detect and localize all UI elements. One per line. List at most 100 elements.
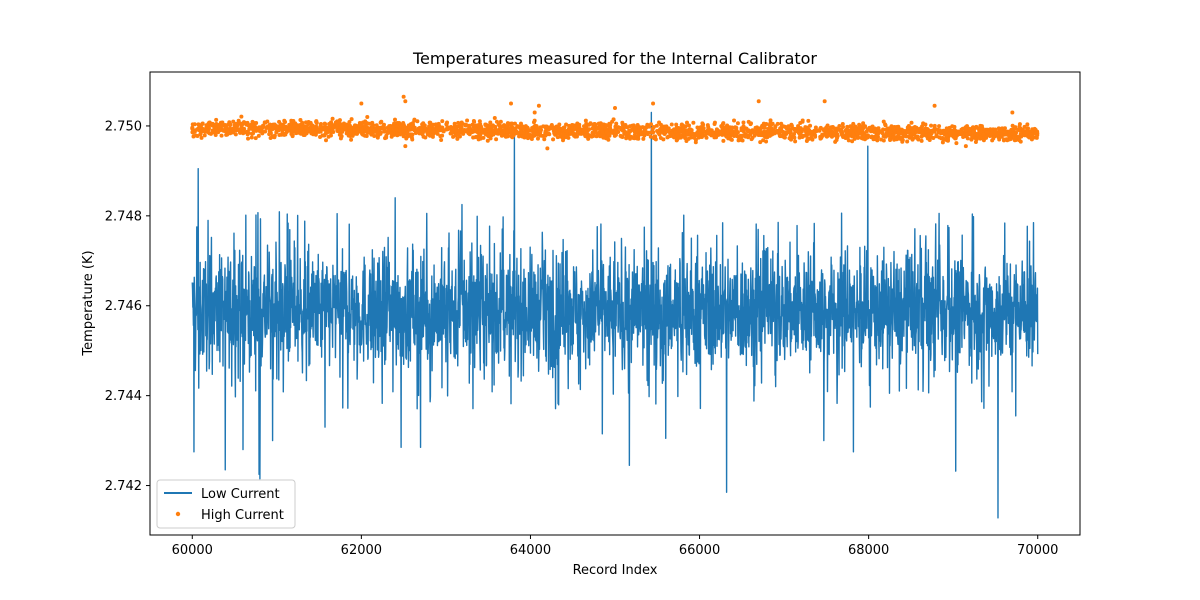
high-current-point [820,132,825,137]
high-current-point [619,134,624,139]
high-current-point [264,126,269,131]
high-current-point [905,125,910,130]
high-current-point [888,138,893,143]
high-current-point [281,131,286,136]
high-current-point [964,132,969,137]
high-current-point [600,122,605,127]
high-current-point [561,132,566,137]
high-current-point [463,123,468,128]
high-current-point [500,124,505,129]
high-current-point [856,128,861,133]
high-current-point [984,130,989,134]
high-current-point [919,134,924,139]
high-current-point [812,133,817,138]
high-current-point [365,128,370,133]
high-current-point [330,116,335,121]
high-current-point [927,133,932,138]
high-current-point [793,139,798,144]
high-current-point [360,132,365,137]
high-current-point [1013,125,1018,130]
y-tick-label-2: 2.746 [105,299,142,314]
high-current-point [749,121,754,126]
high-current-point [888,129,893,134]
high-current-point [192,122,197,127]
high-current-point [910,129,915,134]
high-current-point [570,122,575,127]
high-current-point [543,133,548,138]
high-current-point [318,135,323,140]
high-current-point [488,124,493,129]
high-current-point [423,126,428,131]
high-current-point [690,131,695,136]
high-current-point [535,136,540,141]
high-current-point [306,121,311,126]
high-current-point [940,136,945,141]
high-current-point [204,124,209,129]
high-current-point [272,122,277,127]
high-current-point [445,120,450,125]
high-current-point [654,123,659,128]
high-current-point [318,129,323,134]
high-current-point [494,119,499,124]
high-current-point [249,126,254,131]
high-current-point [674,122,679,127]
high-current-point [306,128,311,133]
x-axis-label: Record Index [573,563,658,578]
high-current-point [973,140,978,145]
high-current-point [642,130,647,135]
high-current-point [850,139,855,144]
high-current-point [868,129,873,134]
high-current-point [311,124,316,129]
high-current-point [663,130,668,135]
high-current-point [298,127,303,132]
high-current-point [868,125,873,130]
high-current-point [887,126,892,131]
high-current-point [344,131,349,136]
high-current-point [1023,131,1028,136]
high-current-point [256,133,261,138]
high-current-point [277,132,282,137]
high-current-point [583,129,588,134]
high-current-point [903,132,908,137]
high-current-point [499,131,504,136]
high-current-point [395,123,400,128]
high-current-point [369,127,374,132]
high-current-point [476,137,481,142]
legend-marker-high-current [175,511,181,517]
legend-label-high-current: High Current [201,508,284,523]
high-current-point [223,125,228,130]
high-current-point [699,134,704,139]
high-current-point [613,129,618,134]
high-current-point [627,134,632,139]
high-current-point [657,120,662,125]
high-current-point [520,134,525,139]
high-current-point [923,126,928,131]
high-current-point [586,136,591,141]
high-current-point [568,131,573,136]
high-current-point [245,129,250,134]
high-current-point [263,129,268,134]
legend: Low Current High Current [156,479,296,529]
high-current-point [762,125,767,130]
high-current-point [220,120,225,125]
high-current-point [955,129,960,134]
high-current-point [620,122,625,127]
high-current-point [606,132,611,137]
high-current-point [926,128,931,133]
high-current-point [452,121,457,126]
high-current-point [918,127,923,132]
high-current-point [394,127,399,132]
high-current-point [392,121,397,126]
high-current-point [464,128,469,133]
high-current-point [915,136,920,141]
high-current-point [1007,129,1012,134]
high-current-point [826,133,831,138]
high-current-point [196,126,201,131]
high-current-point [483,122,488,127]
high-current-point [883,123,888,128]
high-current-point [875,129,880,134]
high-current-point [233,132,238,137]
high-current-point [415,119,420,124]
high-current-point [355,127,360,132]
high-current-point [455,136,460,141]
